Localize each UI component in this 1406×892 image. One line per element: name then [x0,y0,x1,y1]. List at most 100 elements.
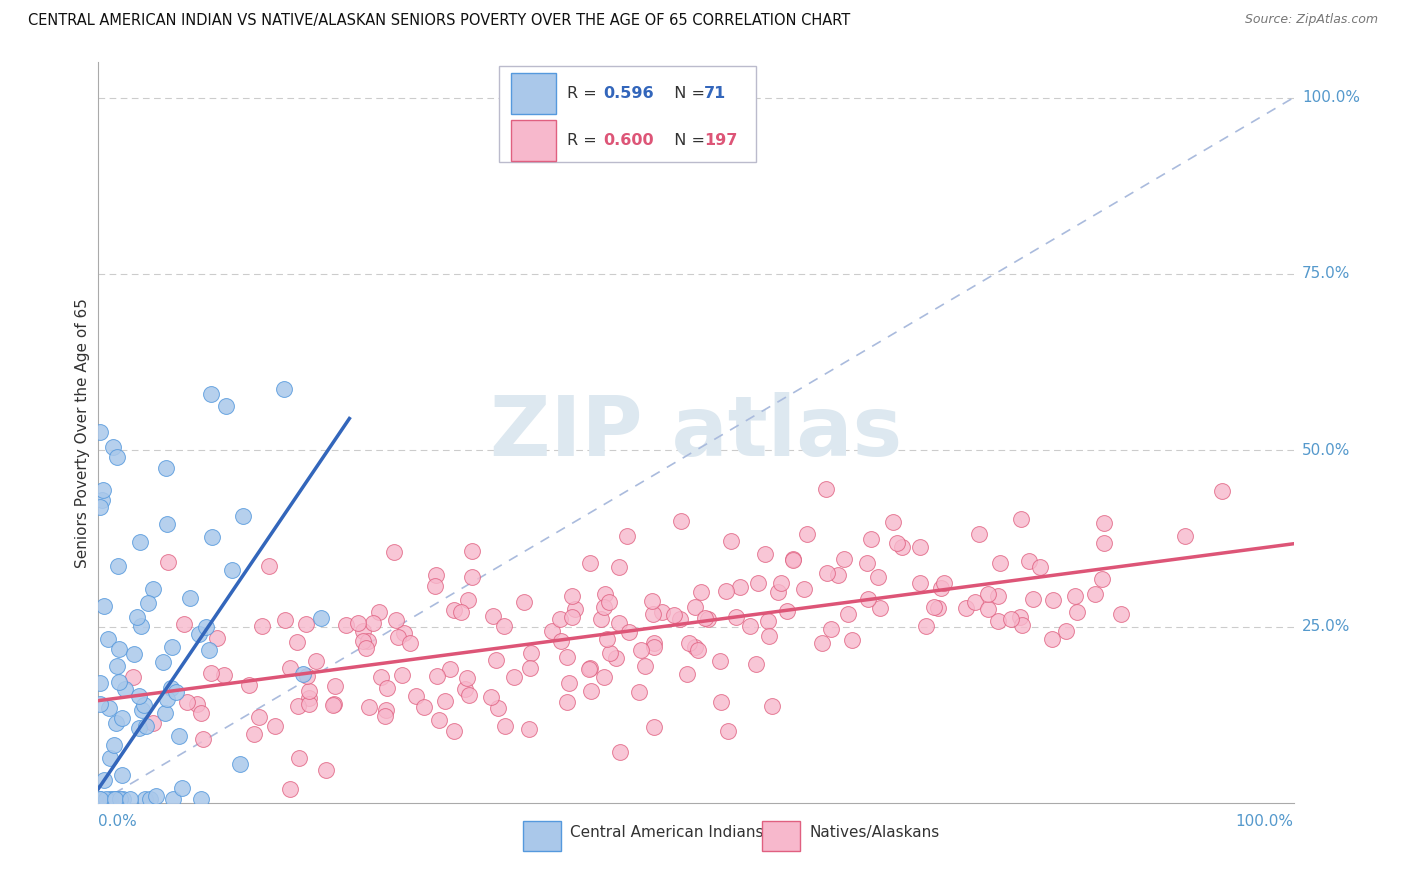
Point [1109,607,1132,621]
Point [291,667,314,681]
Point [243,727,266,741]
Point [690,585,713,599]
Point [856,557,879,571]
Point [929,581,952,595]
Point [215,399,238,413]
Point [91,483,114,497]
Point [104,792,127,806]
Point [987,614,1010,628]
Point [392,626,415,640]
Point [274,613,297,627]
Point [579,661,602,675]
Point [502,670,524,684]
Point [561,589,583,603]
Point [662,607,685,622]
Point [142,582,165,597]
Point [756,614,779,628]
Point [399,636,422,650]
Text: Central American Indians: Central American Indians [571,825,763,840]
Point [837,607,859,621]
Point [717,723,740,738]
Point [322,698,344,712]
Point [793,582,815,596]
Point [128,690,150,704]
Point [323,697,346,711]
Point [494,619,516,633]
Point [1211,483,1233,498]
Point [323,679,346,693]
Text: 25.0%: 25.0% [1302,619,1350,634]
Point [201,530,224,544]
Point [98,751,121,765]
Point [1021,591,1043,606]
Point [987,589,1010,603]
Point [955,601,977,615]
Point [519,646,541,660]
Point [309,611,332,625]
Text: ZIP atlas: ZIP atlas [489,392,903,473]
Point [1010,610,1032,624]
Point [1063,589,1085,603]
Point [110,792,132,806]
Point [832,551,855,566]
Point [827,568,849,582]
Point [676,667,699,681]
Point [114,681,136,696]
Point [238,678,260,692]
Point [922,599,945,614]
Text: Natives/Alaskans: Natives/Alaskans [810,825,939,840]
Point [963,594,986,608]
Point [988,557,1011,571]
Text: CENTRAL AMERICAN INDIAN VS NATIVE/ALASKAN SENIORS POVERTY OVER THE AGE OF 65 COR: CENTRAL AMERICAN INDIAN VS NATIVE/ALASKA… [28,13,851,29]
Text: N =: N = [664,86,710,101]
Point [1000,612,1022,626]
Point [1066,605,1088,619]
Point [129,619,152,633]
Point [152,655,174,669]
Point [356,634,378,648]
Point [1094,516,1116,531]
Point [967,527,990,541]
Point [298,697,321,711]
Point [370,670,392,684]
Point [685,600,707,615]
Point [890,540,912,554]
Point [221,563,243,577]
Point [165,685,187,699]
Point [156,692,179,706]
Point [810,636,832,650]
FancyBboxPatch shape [499,66,756,162]
Point [128,722,150,736]
Point [405,690,427,704]
Point [229,757,252,772]
Point [120,792,142,806]
Point [796,527,818,541]
Point [433,694,456,708]
Point [595,632,617,646]
Point [769,576,792,591]
Point [108,642,131,657]
Point [1084,587,1107,601]
Point [139,792,162,806]
Point [173,616,195,631]
Point [745,657,768,671]
Point [457,593,479,607]
Point [643,720,665,734]
Point [352,634,374,648]
Point [630,643,652,657]
Point [105,659,128,673]
Point [599,646,621,660]
Point [761,698,783,713]
Point [439,662,461,676]
Point [361,616,384,631]
Point [1018,554,1040,568]
Point [485,653,508,667]
Point [97,701,120,715]
Point [295,669,318,683]
Point [205,631,228,645]
Point [98,792,121,806]
Point [179,591,201,605]
Point [1054,624,1077,638]
Point [579,556,602,570]
Point [641,594,664,608]
